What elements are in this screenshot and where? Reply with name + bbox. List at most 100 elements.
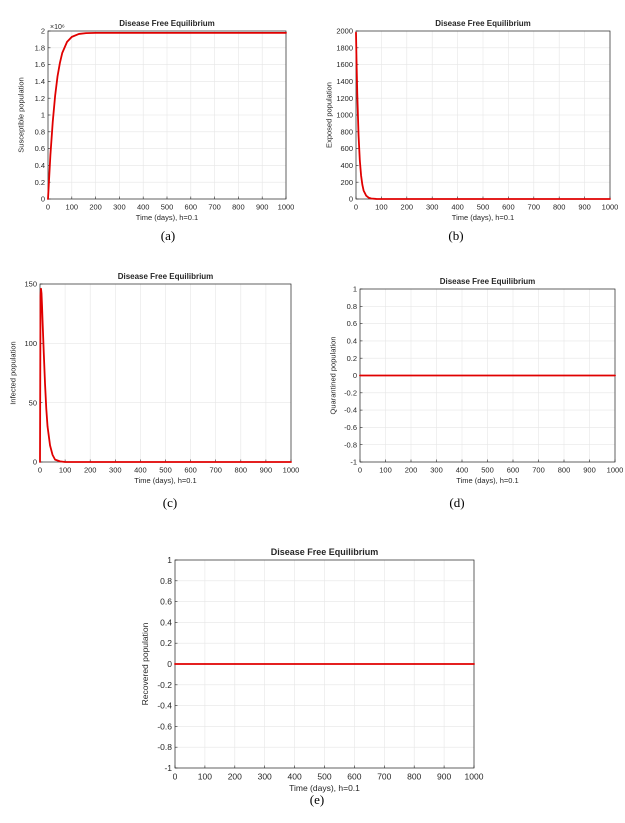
y-tick-label: 1800: [336, 43, 353, 52]
y-tick-label: 0: [167, 659, 172, 669]
y-tick-label: 0.6: [347, 319, 357, 328]
x-tick-label: 200: [401, 203, 414, 212]
x-tick-label: 100: [66, 203, 79, 212]
x-tick-label: 0: [46, 203, 50, 212]
y-tick-label: -0.6: [344, 423, 357, 432]
x-tick-label: 400: [137, 203, 150, 212]
y-tick-label: 1: [167, 555, 172, 565]
x-tick-label: 700: [528, 203, 541, 212]
x-tick-label: 800: [407, 772, 421, 782]
chart-b-svg: 0 100 200 300 400 500 600 700 800 900 1000 0 200 400 6…: [325, 19, 619, 222]
y-tick-label: 200: [340, 178, 353, 187]
y-tick-label: -0.8: [344, 440, 357, 449]
y-tick-label: 1: [41, 111, 45, 120]
x-tick-label: 900: [256, 203, 269, 212]
y-axis-label: Exposed population: [325, 82, 334, 148]
y-tick-label: 2: [41, 27, 45, 36]
x-tick-label: 800: [553, 203, 566, 212]
y-tick-label: 0.6: [160, 597, 172, 607]
y-tick-label: 600: [340, 144, 353, 153]
y-tick-label: 100: [24, 339, 37, 348]
y-tick-label: 0: [349, 195, 353, 204]
y-tick-label: -0.8: [157, 742, 172, 752]
x-tick-label: 400: [456, 466, 469, 475]
x-tick-label: 500: [159, 466, 172, 475]
y-exponent-label: ×10⁶: [50, 24, 65, 31]
x-tick-label: 0: [38, 466, 42, 475]
x-tick-label: 800: [235, 466, 248, 475]
x-axis-label: Time (days), h=0.1: [134, 476, 196, 485]
y-tick-label: 0: [33, 458, 37, 467]
y-tick-label: 2000: [336, 27, 353, 36]
x-tick-label: 400: [288, 772, 302, 782]
x-axis-label: Time (days), h=0.1: [289, 783, 360, 793]
caption-d: (d): [449, 495, 465, 510]
x-tick-label: 500: [477, 203, 490, 212]
x-tick-label: 0: [358, 466, 362, 475]
caption-a: (a): [160, 228, 176, 243]
chart-panel-c: 0 100 200 300 400 500 600 700 800 900 1000 0 50 100 15…: [0, 262, 300, 517]
x-tick-label: 800: [232, 203, 245, 212]
chart-panel-d: 0 100 200 300 400 500 600 700 800 900 1000 -1 -0.8 -0…: [313, 262, 625, 517]
y-tick-label: -0.4: [344, 406, 357, 415]
y-tick-label: 1.2: [35, 94, 45, 103]
x-tick-label: 700: [209, 466, 222, 475]
x-tick-label: 700: [532, 466, 545, 475]
chart-title: Disease Free Equilibrium: [119, 19, 215, 28]
x-tick-label: 300: [258, 772, 272, 782]
x-tick-label: 1000: [278, 203, 295, 212]
chart-title: Disease Free Equilibrium: [271, 547, 379, 557]
x-tick-label: 500: [481, 466, 494, 475]
series-line: [355, 31, 611, 200]
y-tick-label: -1: [164, 763, 172, 773]
y-tick-label: 0.6: [35, 144, 45, 153]
x-tick-label: 900: [260, 466, 273, 475]
x-tick-label: 1000: [465, 772, 484, 782]
x-tick-label: 1000: [607, 466, 624, 475]
x-axis-label: Time (days), h=0.1: [452, 213, 514, 222]
x-tick-label: 900: [578, 203, 591, 212]
y-tick-label: 1600: [336, 60, 353, 69]
y-tick-label: -0.2: [344, 388, 357, 397]
y-tick-label: -0.6: [157, 721, 172, 731]
x-tick-label: 300: [430, 466, 443, 475]
x-tick-label: 400: [134, 466, 147, 475]
y-tick-label: 0: [353, 371, 357, 380]
chart-title: Disease Free Equilibrium: [440, 277, 536, 286]
y-axis-label: Recovered population: [140, 622, 150, 705]
y-tick-label: 0.2: [347, 354, 357, 363]
x-tick-label: 600: [184, 466, 197, 475]
y-tick-label: 1400: [336, 77, 353, 86]
caption-c: (c): [162, 495, 178, 510]
chart-panel-b: 0 100 200 300 400 500 600 700 800 900 1000 0 200 400 6…: [313, 0, 625, 250]
y-tick-label: 1000: [336, 111, 353, 120]
x-tick-label: 100: [59, 466, 72, 475]
y-tick-label: 1200: [336, 94, 353, 103]
series-line: [39, 287, 292, 463]
x-tick-label: 200: [228, 772, 242, 782]
chart-a-svg: 0 100 200 300 400 500 600 700 800 900 1000 0 0.2 0.4 0…: [17, 19, 295, 222]
y-tick-label: 1.4: [35, 77, 45, 86]
y-tick-label: 0: [41, 195, 45, 204]
x-tick-label: 1000: [283, 466, 300, 475]
x-tick-label: 600: [507, 466, 520, 475]
caption-b: (b): [448, 228, 464, 243]
y-axis-label: Quarantined population: [329, 337, 338, 415]
x-tick-label: 600: [347, 772, 361, 782]
chart-panel-a: 0 100 200 300 400 500 600 700 800 900 1000 0 0.2 0.4 0…: [0, 0, 300, 250]
x-tick-label: 200: [89, 203, 102, 212]
x-tick-label: 0: [173, 772, 178, 782]
chart-title: Disease Free Equilibrium: [118, 272, 214, 281]
x-tick-label: 200: [84, 466, 97, 475]
y-tick-label: 1.8: [35, 43, 45, 52]
y-tick-label: 0.4: [160, 617, 172, 627]
y-tick-label: -0.4: [157, 701, 172, 711]
x-tick-label: 300: [109, 466, 122, 475]
x-tick-label: 900: [583, 466, 596, 475]
x-tick-label: 600: [185, 203, 198, 212]
y-tick-label: 0.8: [160, 576, 172, 586]
chart-panel-e: 0 100 200 300 400 500 600 700 800 900 1000 -1 -0.8 -0…: [120, 535, 520, 823]
x-tick-label: 700: [208, 203, 221, 212]
x-tick-label: 500: [317, 772, 331, 782]
y-tick-label: 0.8: [347, 302, 357, 311]
